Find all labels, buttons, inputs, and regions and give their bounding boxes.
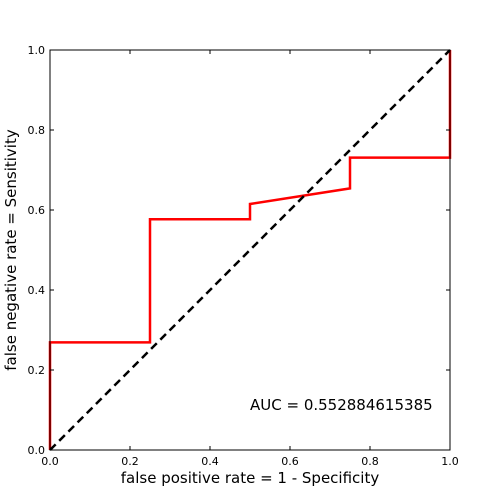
x-tick-label: 0.6 [281,455,299,468]
y-tick-label: 0.0 [28,444,46,457]
auc-annotation: AUC = 0.552884615385 [250,396,433,414]
tick-layer: 0.0 0.2 0.4 0.6 0.8 1.0 0.0 0.2 0.4 0.6 0.8 1.0 [28,44,459,468]
plot-layer [48,49,452,451]
x-tick-label: 0.4 [201,455,219,468]
x-tick-label: 1.0 [441,455,459,468]
x-tick-label: 0.8 [361,455,379,468]
y-tick-label: 0.4 [28,284,46,297]
y-tick-label: 1.0 [28,44,46,57]
x-tick-label: 0.0 [41,455,59,468]
roc-curve-line [48,50,452,450]
y-tick-label: 0.8 [28,124,46,137]
y-tick-label: 0.2 [28,364,46,377]
y-axis-label: false negative rate = Sensitivity [2,129,20,371]
y-tick-label: 0.6 [28,204,46,217]
chance-diagonal-line [49,49,451,451]
x-axis-label: false positive rate = 1 - Specificity [121,469,380,487]
x-tick-label: 0.2 [121,455,139,468]
plot-frame [49,49,451,451]
